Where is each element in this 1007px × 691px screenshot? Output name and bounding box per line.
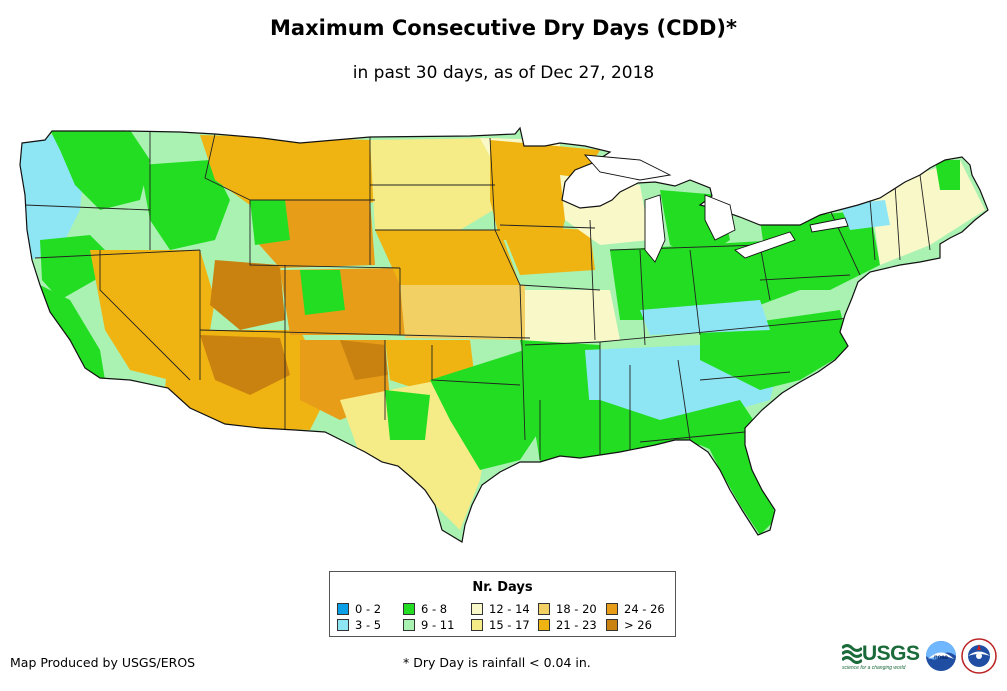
zone-florida-green <box>705 430 775 535</box>
legend-item-12-14: 12 - 14 <box>471 603 530 615</box>
map-subtitle: in past 30 days, as of Dec 27, 2018 <box>352 63 655 83</box>
map-title: Maximum Consecutive Dry Days (CDD)* <box>270 16 737 40</box>
legend-swatch <box>403 619 415 631</box>
zone-tennessee-cyan <box>640 300 770 335</box>
zone-kansas-yellow <box>400 285 525 340</box>
zone-ny-cyan <box>840 200 890 230</box>
legend-item-gt-26: > 26 <box>606 619 652 631</box>
lake-erie <box>734 231 796 259</box>
legend-item-6-8: 6 - 8 <box>403 603 447 615</box>
usgs-wave-icon <box>842 644 862 664</box>
zone-southeast-green <box>530 400 760 480</box>
legend-swatch <box>471 603 483 615</box>
lake-michigan <box>644 194 666 263</box>
legend-item-24-26: 24 - 26 <box>606 603 665 615</box>
zone-ohio-valley-green <box>610 240 800 320</box>
legend-item-0-2: 0 - 2 <box>337 603 381 615</box>
zone-texas-west-green <box>385 390 430 440</box>
zone-iowa-orange <box>500 225 595 275</box>
lake-superior <box>583 154 672 181</box>
legend-swatch <box>403 603 415 615</box>
state-boundaries <box>24 132 931 460</box>
dry-day-footnote: * Dry Day is rainfall < 0.04 in. <box>403 655 591 670</box>
legend-item-3-5: 3 - 5 <box>337 619 381 631</box>
zone-nm-dark <box>340 340 388 380</box>
noaa-logo: noaa <box>926 641 956 671</box>
zone-utah-dark <box>210 260 285 330</box>
legend-swatch <box>538 603 550 615</box>
zone-pnw-green <box>50 130 150 210</box>
legend-item-9-11: 9 - 11 <box>403 619 454 631</box>
usgs-wordmark: USGS <box>862 642 920 665</box>
legend-swatch <box>538 619 550 631</box>
lake-huron <box>704 194 736 241</box>
legend-item-18-20: 18 - 20 <box>538 603 597 615</box>
zone-colorado-green <box>300 270 345 315</box>
dry-day-zones <box>20 130 985 535</box>
zone-minnesota-orange <box>490 140 600 240</box>
legend-title: Nr. Days <box>472 580 533 595</box>
zone-montana-orange <box>200 135 380 215</box>
zone-dakotas-yellow <box>370 138 510 230</box>
nws-logo <box>961 638 997 674</box>
great-lakes <box>583 154 849 263</box>
legend: Nr. Days 0 - 2 3 - 5 6 - 8 9 - 11 12 - 1… <box>329 571 676 637</box>
us-outline <box>19 126 989 543</box>
usgs-tagline: science for a changing world <box>842 665 906 671</box>
noaa-wordmark: noaa <box>934 655 949 661</box>
map-credit: Map Produced by USGS/EROS <box>10 655 196 670</box>
lake-ontario <box>809 217 849 233</box>
zone-idaho-green <box>140 160 230 250</box>
legend-swatch <box>606 603 618 615</box>
legend-item-21-23: 21 - 23 <box>538 619 597 631</box>
legend-swatch <box>606 619 618 631</box>
zone-az-dark <box>200 335 290 395</box>
zone-cal-coast-green <box>30 280 105 380</box>
zone-wyoming-green <box>250 200 290 245</box>
legend-swatch <box>337 603 349 615</box>
legend-swatch <box>337 619 349 631</box>
legend-swatch <box>471 619 483 631</box>
zone-maine-green <box>935 160 960 190</box>
legend-item-15-17: 15 - 17 <box>471 619 530 631</box>
zone-nebraska-orange <box>375 230 520 285</box>
zone-missouri-pale <box>525 290 620 345</box>
usgs-logo: USGS science for a changing world <box>842 640 920 671</box>
